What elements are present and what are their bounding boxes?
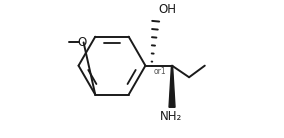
Text: OH: OH [159, 2, 177, 15]
Polygon shape [169, 66, 175, 107]
Text: O: O [77, 36, 86, 49]
Text: NH₂: NH₂ [160, 110, 182, 123]
Text: or1: or1 [153, 67, 166, 76]
